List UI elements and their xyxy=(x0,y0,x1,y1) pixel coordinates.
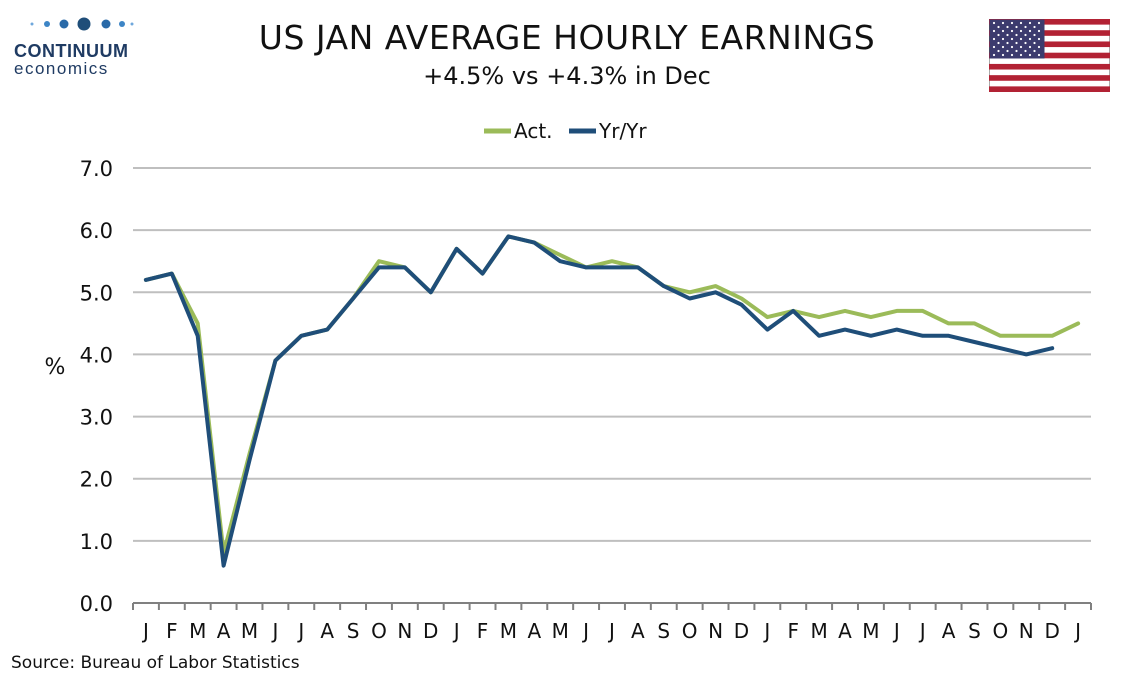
x-tick-label: S xyxy=(968,619,981,643)
series-line-act xyxy=(143,234,1081,556)
logo-name: CONTINUUM xyxy=(14,41,129,61)
x-tick-label: S xyxy=(657,619,670,643)
source-note: Source: Bureau of Labor Statistics xyxy=(11,653,300,673)
continuum-logo: CONTINUUM economics xyxy=(14,14,134,78)
x-tick-label: F xyxy=(787,619,799,643)
x-tick-label: D xyxy=(423,619,438,643)
x-tick-label: J xyxy=(270,619,278,643)
y-axis-label: % xyxy=(45,355,66,380)
y-tick-label: 2.0 xyxy=(80,468,113,492)
x-tick-label: N xyxy=(1019,619,1034,643)
x-tick-label: J xyxy=(918,619,926,643)
x-tick-label: J xyxy=(1073,619,1081,643)
logo-subtitle: economics xyxy=(14,59,109,78)
x-tick-label: A xyxy=(631,619,645,643)
series-line-yr-yr xyxy=(143,234,1055,568)
y-tick-label: 3.0 xyxy=(80,406,113,430)
x-tick-label: A xyxy=(320,619,334,643)
x-tick-label: F xyxy=(477,619,489,643)
x-tick-label: M xyxy=(862,619,879,643)
legend-yr-yr-label: Yr/Yr xyxy=(598,119,647,143)
x-tick-label: M xyxy=(189,619,206,643)
x-tick-label: M xyxy=(811,619,828,643)
gridlines xyxy=(133,167,1091,542)
line-chart: 0.01.02.03.04.05.06.07.0J F M A M J J A S O N D J F M A… xyxy=(45,119,1092,643)
y-tick-label: 1.0 xyxy=(80,530,113,554)
y-tick-label: 5.0 xyxy=(80,281,113,305)
x-tick-label: M xyxy=(500,619,517,643)
x-tick-label: A xyxy=(942,619,956,643)
x-tick-label: D xyxy=(1044,619,1059,643)
x-tick-label: O xyxy=(993,619,1009,643)
x-tick-label: A xyxy=(527,619,541,643)
x-tick-label: M xyxy=(241,619,258,643)
y-tick-label: 7.0 xyxy=(80,157,113,181)
x-tick-label: M xyxy=(552,619,569,643)
x-tick-label: N xyxy=(708,619,723,643)
y-tick-label: 0.0 xyxy=(80,592,113,616)
continuum-dots-icon xyxy=(30,17,134,31)
x-tick-label: J xyxy=(452,619,460,643)
x-tick-label: J xyxy=(607,619,615,643)
x-tick-label: O xyxy=(371,619,387,643)
axes: 0.01.02.03.04.05.06.07.0J F M A M J J A S O N D J F M A… xyxy=(80,157,1092,643)
y-tick-label: 6.0 xyxy=(80,219,113,243)
x-tick-label: J xyxy=(892,619,900,643)
x-tick-label: A xyxy=(838,619,852,643)
x-tick-label: N xyxy=(397,619,412,643)
chart-subtitle: +4.5% vs +4.3% in Dec xyxy=(423,62,711,90)
x-tick-label: F xyxy=(166,619,178,643)
series-lines xyxy=(143,234,1081,568)
x-tick-label: D xyxy=(734,619,749,643)
x-tick-label: A xyxy=(217,619,231,643)
x-tick-label: J xyxy=(141,619,149,643)
legend: Act. Yr/Yr xyxy=(484,119,647,143)
legend-act-label: Act. xyxy=(514,119,553,143)
x-tick-label: J xyxy=(296,619,304,643)
y-tick-label: 4.0 xyxy=(80,343,113,367)
x-tick-label: J xyxy=(581,619,589,643)
us-flag-icon xyxy=(989,19,1110,92)
x-tick-label: S xyxy=(347,619,360,643)
x-tick-label: J xyxy=(762,619,770,643)
x-tick-label: O xyxy=(682,619,698,643)
chart-title: US JAN AVERAGE HOURLY EARNINGS xyxy=(258,18,876,57)
